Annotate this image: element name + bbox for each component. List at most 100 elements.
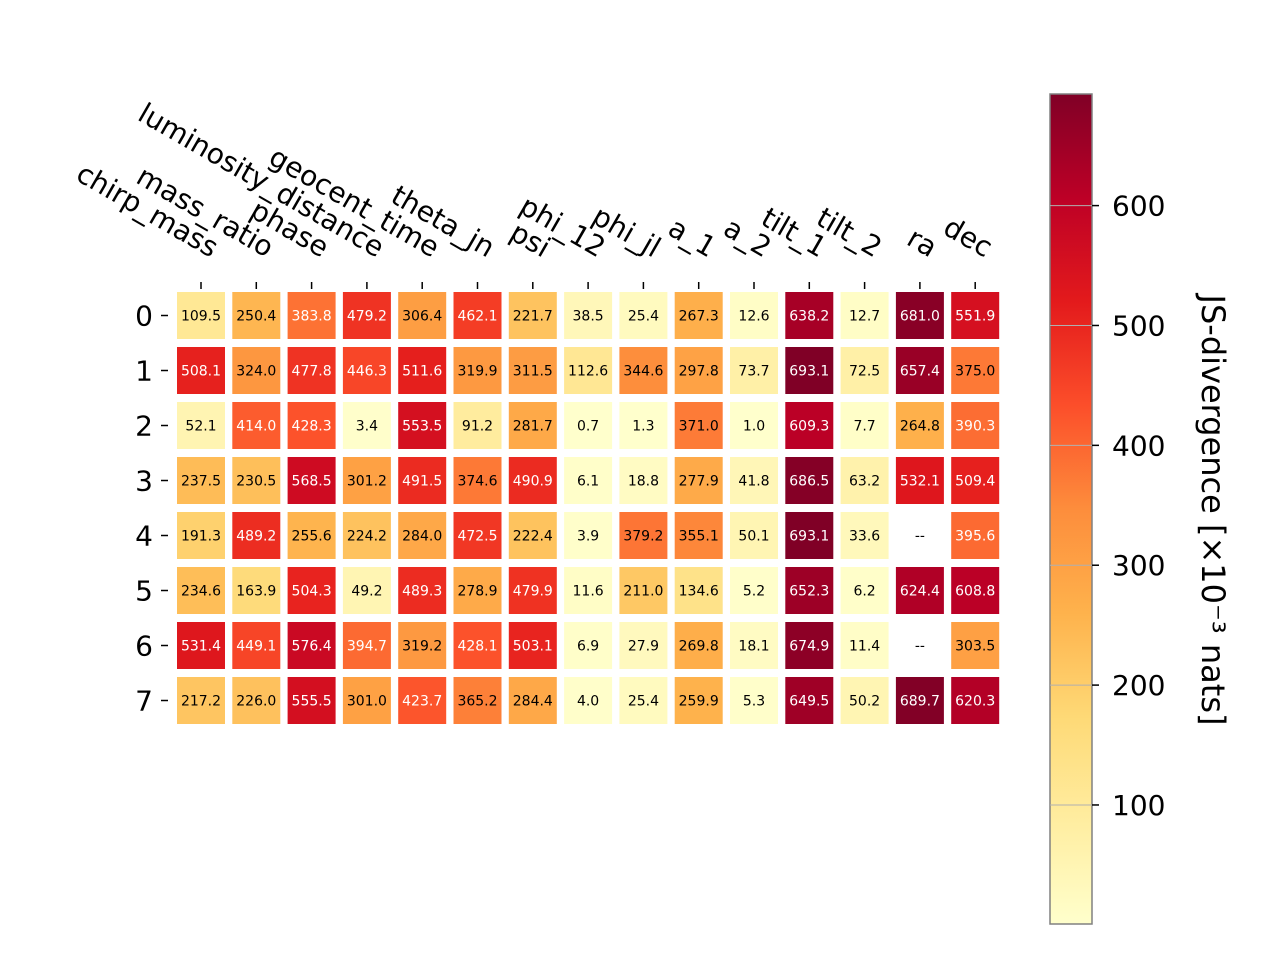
column-axis: chirp_massmass_ratiophaseluminosity_dist… — [71, 96, 998, 289]
heatmap-cell-label: 234.6 — [181, 584, 221, 600]
heatmap-cell — [398, 347, 447, 394]
heatmap-cell-label: 462.1 — [457, 309, 497, 325]
colorbar-gradient — [1049, 93, 1093, 925]
heatmap-cell — [398, 677, 447, 724]
heatmap-cell-label: 11.4 — [849, 639, 880, 655]
heatmap-cell-label: 269.8 — [679, 639, 719, 655]
heatmap-cell-label: 112.6 — [568, 364, 608, 380]
heatmap-cell — [951, 457, 1000, 504]
heatmap-cell-label: 423.7 — [402, 694, 442, 710]
heatmap-cell — [895, 292, 944, 339]
heatmap-cell — [453, 622, 502, 669]
heatmap-cell-label: 5.2 — [743, 584, 765, 600]
heatmap-cell — [287, 512, 336, 559]
heatmap-cell-label: 394.7 — [347, 639, 387, 655]
heatmap-cell — [951, 512, 1000, 559]
heatmap-cell-label: 390.3 — [955, 419, 995, 435]
heatmap-cell-label: 414.0 — [236, 419, 276, 435]
heatmap-cell — [840, 677, 889, 724]
heatmap-cell — [398, 292, 447, 339]
heatmap-cell — [287, 292, 336, 339]
heatmap-cell — [619, 677, 668, 724]
heatmap-cell — [177, 402, 225, 449]
heatmap-cell — [398, 402, 447, 449]
heatmap-cell — [895, 347, 944, 394]
heatmap-cell-label: 503.1 — [513, 639, 553, 655]
heatmap-cell-label: 620.3 — [955, 694, 995, 710]
heatmap-cell — [674, 457, 723, 504]
heatmap-cell — [674, 402, 723, 449]
heatmap-cell — [287, 622, 336, 669]
colorbar-tick-label: 300 — [1112, 549, 1165, 582]
heatmap-cell-label: 693.1 — [789, 529, 829, 545]
heatmap-cell — [508, 622, 557, 669]
heatmap-cell — [840, 457, 889, 504]
heatmap-cell — [508, 402, 557, 449]
heatmap-cell-label: 319.2 — [402, 639, 442, 655]
heatmap-cell-label: 281.7 — [513, 419, 553, 435]
heatmap-cell-label: 38.5 — [573, 309, 604, 325]
heatmap-cell — [342, 457, 391, 504]
heatmap-cell — [508, 567, 557, 614]
heatmap-cell-label: 555.5 — [292, 694, 332, 710]
heatmap-cell — [564, 292, 613, 339]
row-tick-label: 0 — [135, 300, 153, 333]
heatmap-cell — [730, 622, 778, 669]
heatmap-cell-label: 319.9 — [457, 364, 497, 380]
heatmap-cell — [951, 622, 1000, 669]
row-tick-label: 5 — [135, 575, 153, 608]
heatmap-cell — [453, 512, 502, 559]
heatmap-cells: 109.5 250.4 383.8 479.2 306.4 462.1 221.7 38.5 2… — [177, 292, 1000, 724]
heatmap-cell-label: 27.9 — [628, 639, 659, 655]
heatmap-cell — [785, 347, 834, 394]
heatmap-cell — [232, 457, 281, 504]
heatmap-cell-label: 18.1 — [738, 639, 769, 655]
heatmap-cell-label: 532.1 — [900, 474, 940, 490]
row-tick-label: 7 — [135, 685, 153, 718]
heatmap-cell — [177, 292, 225, 339]
heatmap-cell-label: 489.2 — [236, 529, 276, 545]
heatmap-cell — [564, 402, 613, 449]
heatmap-cell-label: 211.0 — [623, 584, 663, 600]
heatmap-cell — [730, 402, 778, 449]
heatmap-cell-label: 18.8 — [628, 474, 659, 490]
heatmap-cell-label: 237.5 — [181, 474, 221, 490]
heatmap-cell — [840, 347, 889, 394]
heatmap-cell — [232, 512, 281, 559]
heatmap-cell-label: 449.1 — [236, 639, 276, 655]
heatmap-cell-label: 134.6 — [679, 584, 719, 600]
heatmap-cell — [232, 567, 281, 614]
heatmap-cell-label: 568.5 — [292, 474, 332, 490]
heatmap-cell-label: 681.0 — [900, 309, 940, 325]
heatmap-cell-label: 306.4 — [402, 309, 442, 325]
heatmap-cell — [564, 457, 613, 504]
heatmap-cell — [398, 457, 447, 504]
heatmap-cell — [951, 347, 1000, 394]
heatmap-cell-label: 25.4 — [628, 694, 659, 710]
heatmap-cell — [287, 347, 336, 394]
heatmap-cell-label: 250.4 — [236, 309, 276, 325]
heatmap-cell — [951, 292, 1000, 339]
heatmap-cell-label: 230.5 — [236, 474, 276, 490]
heatmap-cell — [564, 512, 613, 559]
heatmap-cell-label: 511.6 — [402, 364, 442, 380]
heatmap-cell-label: 6.9 — [577, 639, 599, 655]
heatmap-cell — [508, 512, 557, 559]
heatmap-cell — [564, 347, 613, 394]
heatmap-cell-label: 224.2 — [347, 529, 387, 545]
colorbar-label: JS-divergence [×10⁻³ nats] — [1194, 293, 1232, 726]
heatmap-cell-label: 221.7 — [513, 309, 553, 325]
heatmap-cell — [342, 347, 391, 394]
heatmap-cell — [619, 292, 668, 339]
colorbar-tick-label: 500 — [1112, 309, 1165, 342]
heatmap-cell-label: 303.5 — [955, 639, 995, 655]
heatmap-cell-label: 3.4 — [356, 419, 378, 435]
heatmap-cell — [177, 512, 225, 559]
heatmap-cell-label: 504.3 — [292, 584, 332, 600]
heatmap-cell — [508, 347, 557, 394]
heatmap-cell — [177, 457, 225, 504]
heatmap-cell-label: 11.6 — [573, 584, 604, 600]
column-tick-label: ra — [902, 221, 943, 264]
heatmap-cell-label: 509.4 — [955, 474, 995, 490]
heatmap-cell-label: 689.7 — [900, 694, 940, 710]
